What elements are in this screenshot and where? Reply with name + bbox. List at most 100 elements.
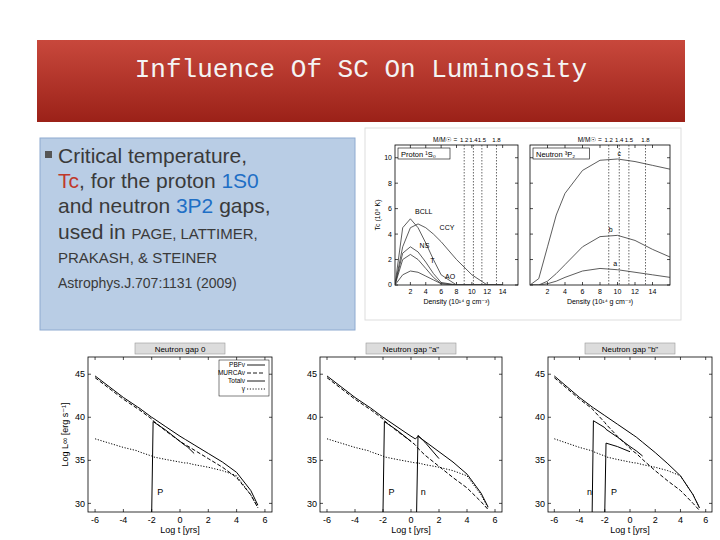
y-tick xyxy=(515,259,518,260)
y-tick xyxy=(499,374,502,375)
y-tick xyxy=(499,503,502,504)
x-tick-label: 14 xyxy=(649,288,657,295)
x-tick xyxy=(579,509,580,512)
series-line xyxy=(152,422,194,512)
x-tick-label: 2 xyxy=(436,515,441,525)
x-tick-label: 4 xyxy=(563,288,567,295)
x-tick xyxy=(208,509,209,512)
x-tick-label: -4 xyxy=(351,515,359,525)
x-tick-label: -6 xyxy=(323,515,331,525)
x-tick-label: 2 xyxy=(206,515,211,525)
x-tick xyxy=(355,357,356,360)
mass-line xyxy=(619,145,620,285)
series-line xyxy=(327,378,488,510)
x-tick-label: 4 xyxy=(678,515,683,525)
legend-swatch xyxy=(247,373,265,374)
y-tick xyxy=(395,183,398,184)
y-tick xyxy=(88,503,91,504)
x-tick-label: 2 xyxy=(546,288,550,295)
y-tick xyxy=(667,285,670,286)
y-tick xyxy=(88,374,91,375)
x-tick xyxy=(502,145,503,148)
y-tick xyxy=(395,157,398,158)
x-tick xyxy=(327,509,328,512)
bullet-run: Astrophys.J.707:1131 (2009) xyxy=(58,275,237,291)
y-tick xyxy=(667,157,670,158)
y-tick xyxy=(395,208,398,209)
x-tick xyxy=(705,509,706,512)
series-line xyxy=(395,224,503,285)
x-tick xyxy=(630,357,631,360)
y-tick xyxy=(88,417,91,418)
data-group xyxy=(530,145,670,285)
x-tick xyxy=(456,145,457,148)
y-tick xyxy=(667,183,670,184)
panel-title-box xyxy=(533,148,590,159)
y-tick xyxy=(499,417,502,418)
x-tick-label: -2 xyxy=(379,515,387,525)
bullet-marker xyxy=(45,151,52,158)
annotation: BCLL xyxy=(415,208,433,215)
x-tick-label: 12 xyxy=(483,288,491,295)
panel-title: Neutron gap "a" xyxy=(383,345,440,354)
background xyxy=(0,0,720,540)
legend-label: γ xyxy=(242,385,246,393)
bullet-run: used in xyxy=(58,220,132,243)
x-tick xyxy=(327,357,328,360)
x-tick-label: -4 xyxy=(119,515,127,525)
x-tick xyxy=(264,357,265,360)
x-tick-label: 8 xyxy=(455,288,459,295)
mass-line xyxy=(464,145,465,285)
annotation: P xyxy=(157,487,163,497)
y-tick-label: 30 xyxy=(75,499,85,509)
bullet-run: PAGE, LATTIMER, xyxy=(132,225,258,242)
mass-tick-label: 1.8 xyxy=(641,137,650,143)
x-tick-label: 2 xyxy=(653,515,658,525)
data-group xyxy=(554,376,699,512)
panel-title: Proton ¹S₀ xyxy=(401,150,436,159)
x-tick xyxy=(471,282,472,285)
bullet-line: used in PAGE, LATTIMER, xyxy=(58,220,258,243)
y-axis-label: Tc (10⁹ K) xyxy=(374,199,382,230)
bullet-line: Astrophys.J.707:1131 (2009) xyxy=(58,275,237,291)
x-tick xyxy=(582,282,583,285)
y-tick xyxy=(709,460,712,461)
plot-frame xyxy=(530,145,670,285)
bullet-line: Tc, for the proton 1S0 xyxy=(58,169,259,192)
y-tick xyxy=(88,460,91,461)
y-tick xyxy=(320,374,323,375)
annotation: T xyxy=(430,257,435,264)
mass-line xyxy=(481,145,482,285)
y-tick xyxy=(709,503,712,504)
mass-axis-label: M/M☉ = xyxy=(578,136,602,143)
series-line xyxy=(592,421,642,512)
x-tick-label: 10 xyxy=(468,288,476,295)
y-tick xyxy=(499,460,502,461)
mass-tick-label: 1.2 xyxy=(460,137,469,143)
x-tick xyxy=(617,282,618,285)
x-tick xyxy=(617,145,618,148)
x-tick-label: 0 xyxy=(177,515,182,525)
y-tick xyxy=(515,183,518,184)
x-tick xyxy=(495,357,496,360)
x-tick xyxy=(467,509,468,512)
series-line xyxy=(554,378,699,511)
legend-label: PBFν xyxy=(229,361,245,368)
legend-box xyxy=(219,360,269,396)
y-tick xyxy=(269,417,272,418)
y-tick xyxy=(320,417,323,418)
series-line xyxy=(95,439,258,508)
series-line xyxy=(605,443,630,512)
series-line xyxy=(327,439,488,508)
mass-tick-label: 1.2 xyxy=(605,137,614,143)
bullet-run: , for the proton xyxy=(79,169,221,192)
annotation: n xyxy=(587,487,592,497)
y-tick-label: 45 xyxy=(307,369,317,379)
y-tick xyxy=(530,259,533,260)
x-tick-label: 12 xyxy=(631,288,639,295)
x-tick-label: -2 xyxy=(148,515,156,525)
series-line xyxy=(395,247,503,285)
y-tick xyxy=(269,503,272,504)
x-tick xyxy=(600,282,601,285)
data-group xyxy=(95,376,258,512)
